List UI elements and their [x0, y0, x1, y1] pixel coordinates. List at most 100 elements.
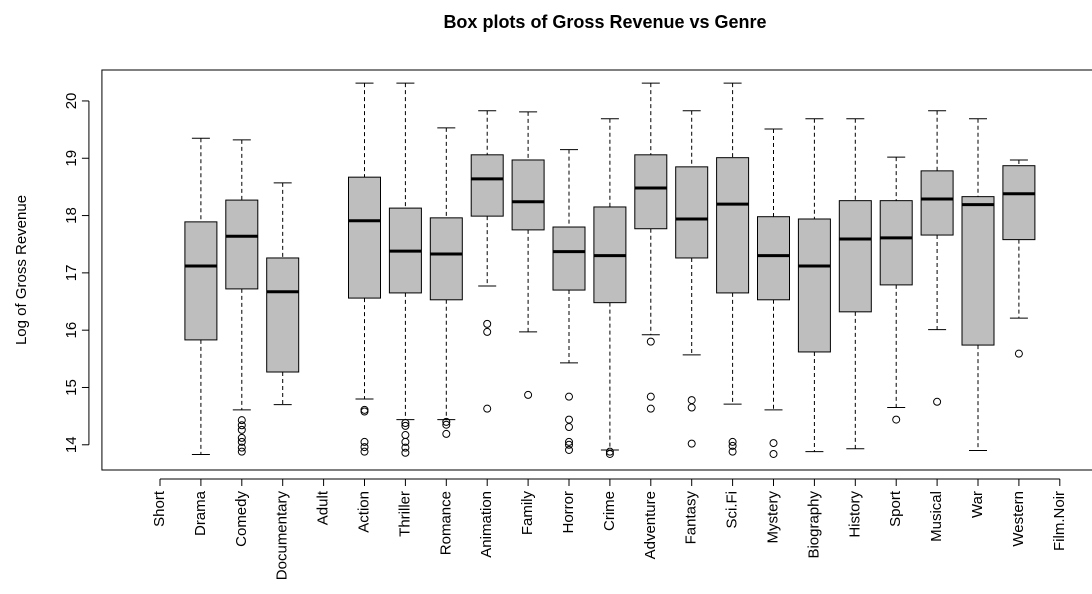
x-tick-label: Sci.Fi — [724, 491, 741, 529]
outlier — [687, 403, 696, 412]
box — [797, 218, 831, 353]
y-tick-label: 14 — [63, 436, 80, 453]
x-tick-label: Romance — [437, 491, 454, 555]
outlier — [237, 416, 246, 425]
outlier — [401, 419, 410, 428]
outlier — [728, 447, 737, 456]
outlier — [237, 443, 246, 452]
outlier — [769, 439, 778, 448]
x-tick-label: Film.Noir — [1051, 491, 1068, 551]
outlier — [483, 319, 492, 328]
outlier — [646, 392, 655, 401]
outlier — [401, 448, 410, 457]
outlier — [687, 439, 696, 448]
outlier — [483, 404, 492, 413]
outlier — [565, 445, 573, 454]
outlier — [237, 433, 246, 442]
outlier — [237, 447, 246, 456]
outlier — [769, 449, 778, 458]
outlier — [646, 337, 655, 346]
outlier — [442, 429, 451, 438]
outlier — [565, 423, 573, 432]
box — [634, 154, 668, 230]
y-tick-label: 20 — [63, 93, 80, 110]
outlier — [442, 420, 451, 429]
x-tick-label: Biography — [805, 491, 822, 559]
x-tick-label: Documentary — [274, 491, 291, 581]
outlier — [237, 437, 246, 446]
x-tick-label: Adventure — [642, 491, 659, 559]
x-tick-label: Short — [151, 490, 168, 527]
box — [757, 216, 790, 301]
outlier — [360, 405, 369, 414]
outlier — [401, 431, 410, 440]
outlier — [565, 392, 573, 401]
outlier — [565, 440, 573, 449]
outlier — [687, 396, 696, 405]
outlier — [237, 425, 246, 434]
box — [511, 159, 545, 231]
x-tick-label: Drama — [192, 490, 209, 536]
x-tick-label: Action — [355, 491, 372, 533]
x-tick-label: Thriller — [396, 491, 413, 537]
x-tick-label: Animation — [478, 491, 495, 558]
y-tick-label: 18 — [63, 207, 80, 224]
x-tick-label: War — [969, 491, 986, 518]
outlier — [360, 437, 369, 446]
x-tick-label: Comedy — [233, 491, 250, 547]
outlier — [360, 407, 369, 416]
x-tick-label: Western — [1010, 491, 1027, 547]
outlier — [237, 421, 246, 430]
box — [1002, 165, 1036, 241]
outlier — [728, 437, 737, 446]
y-tick-label: 16 — [63, 322, 80, 339]
y-tick-label: 17 — [63, 265, 80, 282]
outlier — [483, 327, 492, 336]
x-tick-label: Family — [519, 491, 536, 536]
outlier — [728, 441, 737, 450]
box — [716, 157, 750, 294]
box — [920, 170, 954, 236]
outlier — [892, 415, 901, 424]
x-tick-label: Horror — [560, 491, 577, 534]
box — [879, 200, 913, 286]
chart-title: Box plots of Gross Revenue vs Genre — [443, 12, 766, 32]
box — [470, 154, 504, 217]
outlier — [360, 443, 369, 452]
outlier — [1014, 349, 1023, 358]
outlier — [565, 437, 573, 446]
box — [838, 200, 872, 313]
box — [675, 166, 709, 259]
outlier — [401, 443, 410, 452]
outlier — [360, 447, 369, 456]
box — [348, 176, 381, 299]
outlier — [401, 437, 410, 446]
outlier — [605, 447, 614, 456]
x-tick-label: Musical — [928, 491, 945, 542]
outlier — [605, 449, 614, 458]
box — [429, 217, 463, 301]
box — [552, 226, 586, 291]
plot-frame — [101, 69, 1092, 471]
box — [266, 257, 300, 373]
outlier — [524, 390, 533, 399]
x-tick-label: Mystery — [764, 491, 781, 544]
box — [225, 199, 259, 290]
box — [184, 221, 218, 341]
y-tick-label: 15 — [63, 379, 80, 396]
outlier — [565, 415, 573, 424]
x-tick-label: Fantasy — [683, 491, 700, 545]
y-tick-label: 19 — [63, 150, 80, 167]
x-tick-label: History — [846, 491, 863, 538]
box — [961, 196, 995, 346]
y-axis-label: Log of Gross Revenue — [13, 195, 30, 345]
outlier — [646, 404, 655, 413]
x-tick-label: Crime — [601, 491, 618, 531]
outlier — [933, 397, 942, 406]
x-tick-label: Sport — [887, 490, 904, 527]
outlier — [401, 421, 410, 430]
outlier — [442, 417, 451, 426]
x-tick-label: Adult — [315, 490, 332, 525]
